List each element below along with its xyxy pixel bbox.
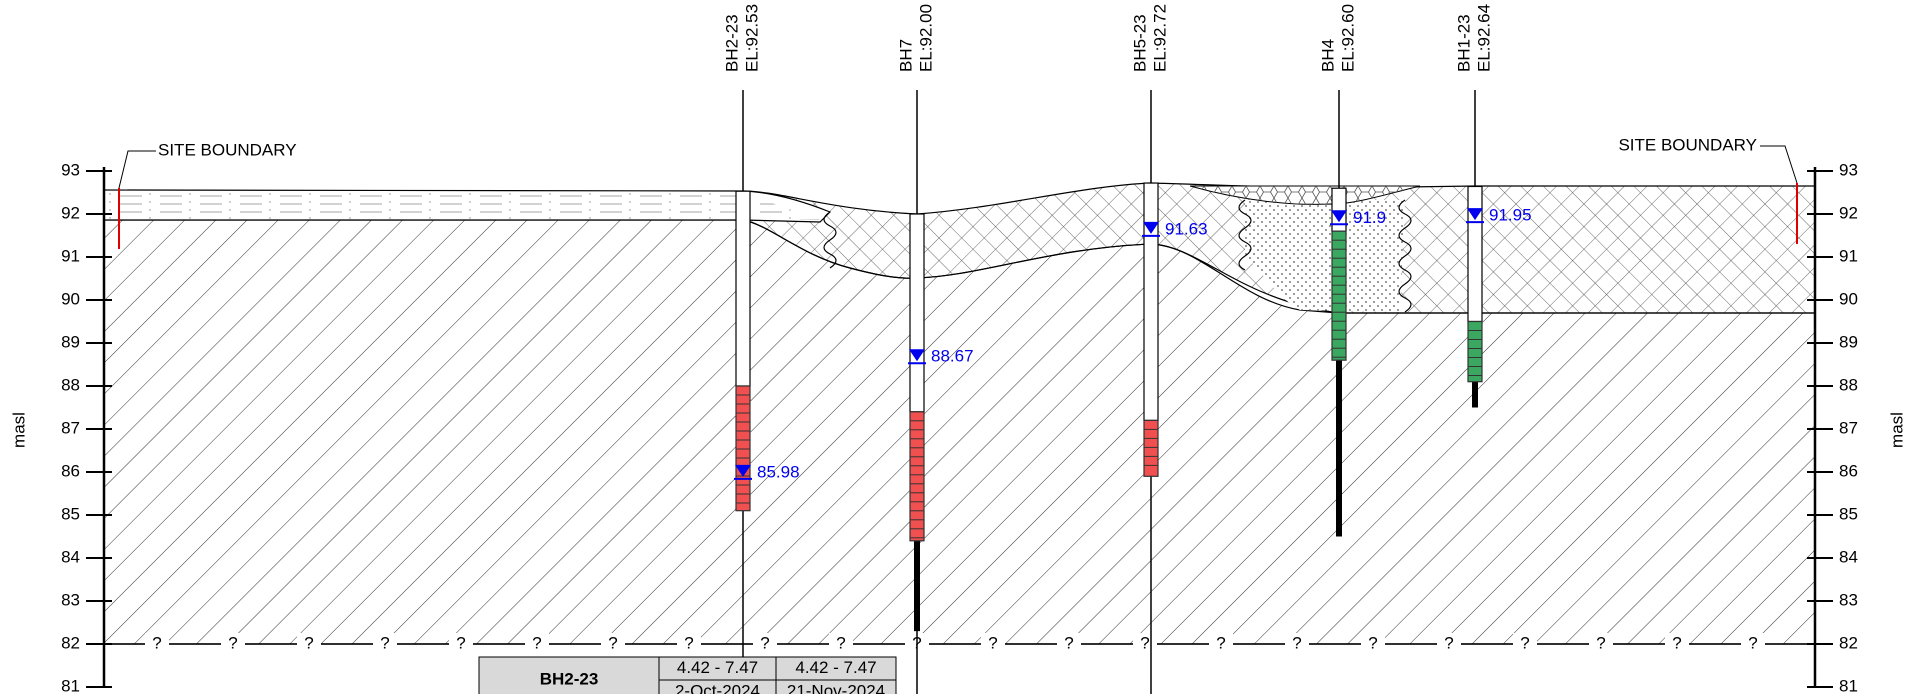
- screen: [1332, 231, 1346, 360]
- unknown-marker: ?: [1216, 633, 1225, 652]
- unknown-marker: ?: [1748, 633, 1757, 652]
- casing: [736, 191, 750, 386]
- water-level-label: 91.95: [1489, 206, 1532, 225]
- unknown-marker: ?: [1520, 633, 1529, 652]
- unknown-marker: ?: [684, 633, 693, 652]
- borehole-name: BH2-23: [722, 14, 741, 72]
- unknown-marker: ?: [1292, 633, 1301, 652]
- borehole-name: BH7: [896, 39, 915, 72]
- y-tick-label: 89: [61, 332, 80, 351]
- unknown-marker: ?: [1064, 633, 1073, 652]
- y-tick-label: 90: [61, 289, 80, 308]
- unknown-marker: ?: [836, 633, 845, 652]
- screen: [910, 412, 924, 541]
- y-tick-label: 91: [1839, 246, 1858, 265]
- water-level-label: 91.9: [1353, 208, 1386, 227]
- y-tick-label: 92: [1839, 203, 1858, 222]
- y-tick-label: 81: [61, 676, 80, 694]
- table-date: 21-Nov-2024: [787, 681, 885, 694]
- casing: [1144, 183, 1158, 420]
- y-tick-label: 83: [1839, 590, 1858, 609]
- y-tick-label: 87: [61, 418, 80, 437]
- unknown-marker: ?: [228, 633, 237, 652]
- unknown-marker: ?: [456, 633, 465, 652]
- y-tick-label: 89: [1839, 332, 1858, 351]
- y-tick-label: 83: [61, 590, 80, 609]
- unknown-marker: ?: [608, 633, 617, 652]
- table-depth: 4.42 - 7.47: [677, 658, 758, 677]
- borehole-elevation: EL:92.60: [1338, 4, 1357, 72]
- y-tick-label: 87: [1839, 418, 1858, 437]
- unknown-marker: ?: [1444, 633, 1453, 652]
- table-depth: 4.42 - 7.47: [795, 658, 876, 677]
- unknown-marker: ?: [1140, 633, 1149, 652]
- topsoil-pattern: [104, 192, 820, 220]
- cross-section: SITE BOUNDARY SITE BOUNDARY masl masl 81…: [0, 0, 1916, 694]
- y-tick-label: 86: [1839, 461, 1858, 480]
- y-tick-label: 81: [1839, 676, 1858, 694]
- y-tick-label: 82: [61, 633, 80, 652]
- y-tick-label: 91: [61, 246, 80, 265]
- table-date: 2-Oct-2024: [675, 681, 760, 694]
- y-tick-label: 82: [1839, 633, 1858, 652]
- leader: [1760, 146, 1797, 183]
- borehole-elevation: EL:92.53: [742, 4, 761, 72]
- unknown-marker: ?: [152, 633, 161, 652]
- unknown-marker: ?: [380, 633, 389, 652]
- y-tick-label: 88: [1839, 375, 1858, 394]
- borehole-name: BH1-23: [1454, 14, 1473, 72]
- strata: [104, 183, 1815, 644]
- water-level-label: 88.67: [931, 347, 974, 366]
- unknown-marker: ?: [1596, 633, 1605, 652]
- boundary-label: SITE BOUNDARY: [158, 140, 297, 159]
- y-tick-label: 84: [61, 547, 80, 566]
- y-tick-label: 93: [1839, 160, 1858, 179]
- borehole-elevation: EL:92.00: [916, 4, 935, 72]
- unknown-marker: ?: [532, 633, 541, 652]
- unknown-marker: ?: [1368, 633, 1377, 652]
- unknown-marker: ?: [304, 633, 313, 652]
- y-tick-label: 90: [1839, 289, 1858, 308]
- y-tick-label: 84: [1839, 547, 1858, 566]
- leader: [119, 151, 156, 188]
- screen: [736, 386, 750, 511]
- borehole-name: BH4: [1318, 39, 1337, 72]
- axis-label: masl: [1887, 412, 1906, 448]
- y-tick-label: 86: [61, 461, 80, 480]
- y-tick-label: 88: [61, 375, 80, 394]
- unknown-marker: ?: [1672, 633, 1681, 652]
- y-tick-label: 85: [61, 504, 80, 523]
- y-tick-label: 85: [1839, 504, 1858, 523]
- unknown-marker: ?: [988, 633, 997, 652]
- sample-table: BH2-23 4.42 - 7.47 2-Oct-2024 4.42 - 7.47 21…: [479, 657, 896, 694]
- y-tick-label: 93: [61, 160, 80, 179]
- borehole-name: BH5-23: [1130, 14, 1149, 72]
- screen: [1144, 420, 1158, 476]
- table-borehole: BH2-23: [540, 669, 599, 688]
- casing: [910, 214, 924, 412]
- water-level-label: 85.98: [757, 462, 800, 481]
- water-level-label: 91.63: [1165, 219, 1208, 238]
- borehole-elevation: EL:92.64: [1474, 4, 1493, 72]
- boundary-label: SITE BOUNDARY: [1618, 135, 1757, 154]
- unknown-marker: ?: [760, 633, 769, 652]
- casing: [1468, 186, 1482, 321]
- axis-label: masl: [9, 412, 28, 448]
- y-tick-label: 92: [61, 203, 80, 222]
- borehole-elevation: EL:92.72: [1150, 4, 1169, 72]
